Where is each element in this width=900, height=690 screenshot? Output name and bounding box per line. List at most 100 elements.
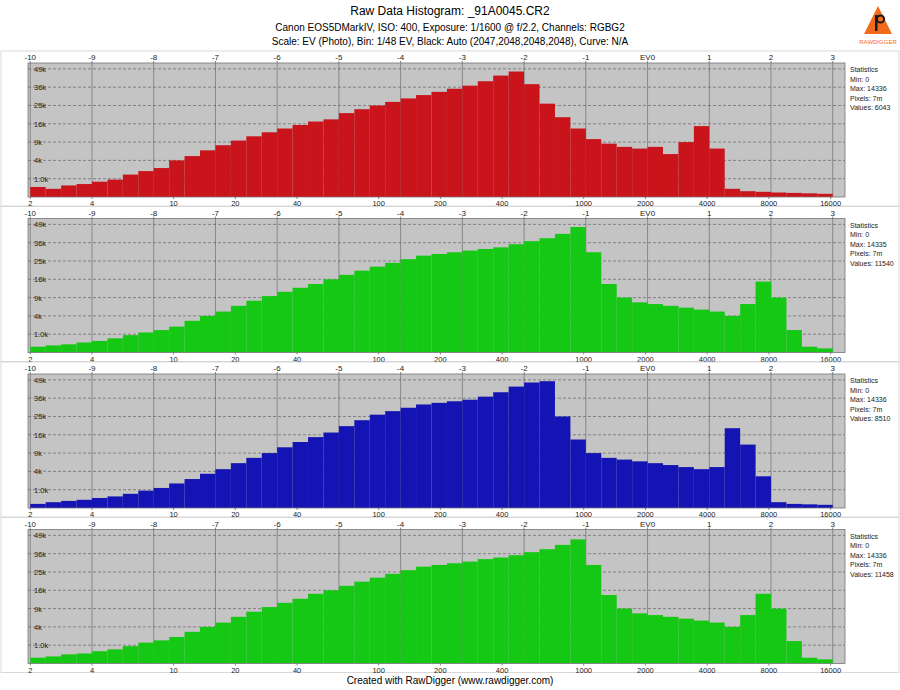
histogram-bar <box>586 252 601 352</box>
histogram-bar <box>802 347 817 353</box>
histogram-bar <box>30 658 45 664</box>
tick-label-x2: -4 <box>397 520 405 529</box>
histogram-bar <box>771 193 786 197</box>
tick-label-x2: -6 <box>274 364 282 373</box>
tick-label-x2: -8 <box>150 520 158 529</box>
tick-label-x: 200 <box>434 666 447 675</box>
bars <box>30 381 832 508</box>
tick-label-x2: 1 <box>707 520 712 529</box>
subtitle: Canon EOS5DMarkIV, ISO: 400, Exposure: 1… <box>275 22 625 33</box>
tick-label-x: 10 <box>169 666 177 675</box>
tick-label-y: 4k <box>34 623 42 632</box>
histogram-bar <box>632 149 647 197</box>
histogram-bar <box>107 180 122 197</box>
histogram-bar <box>447 89 462 197</box>
histogram-bar <box>431 403 446 508</box>
panel-frame <box>1 518 899 673</box>
histogram-bar <box>786 641 801 663</box>
histogram-bar <box>509 244 524 352</box>
histogram-bar <box>401 259 416 352</box>
tick-label-x2: -10 <box>24 364 36 373</box>
grid-line-x <box>153 374 154 508</box>
grid-line-x <box>91 374 92 508</box>
histogram-bar <box>524 383 539 508</box>
tick-label-x2: -5 <box>335 520 343 529</box>
histogram-bar <box>323 119 338 197</box>
stats-text: Max: 14335 <box>850 241 887 248</box>
histogram-bar <box>169 637 184 664</box>
histogram-bar <box>694 310 709 353</box>
tick-label-x2: 3 <box>831 364 836 373</box>
histogram-bar <box>416 95 431 197</box>
panel-frame <box>1 207 899 362</box>
tick-label-x2: -4 <box>397 53 405 62</box>
tick-label-x2: -9 <box>88 520 96 529</box>
histogram-bar <box>709 623 724 664</box>
histogram-bar <box>648 304 663 352</box>
histogram-bar <box>339 586 354 664</box>
panel-frame <box>1 51 899 206</box>
title: Raw Data Histogram: _91A0045.CR2 <box>350 4 550 18</box>
histogram-bar <box>555 117 570 197</box>
tick-label-y: 4k <box>34 156 42 165</box>
histogram-bar <box>401 408 416 508</box>
histogram-bar <box>540 381 555 508</box>
histogram-bar <box>756 476 771 508</box>
histogram-bar <box>617 460 632 508</box>
tick-label-x2: -10 <box>24 53 36 62</box>
histogram-bar <box>308 122 323 197</box>
tick-label-x: 4 <box>90 666 94 675</box>
tick-label-x2: EV0 <box>640 364 656 373</box>
tick-label-x2: -8 <box>150 209 158 218</box>
histogram-bar <box>663 306 678 353</box>
histogram-bar <box>138 171 153 197</box>
tick-label-x2: -7 <box>212 520 220 529</box>
tick-label-y: 49k <box>34 531 46 540</box>
histogram-bar <box>416 256 431 353</box>
histogram-bar <box>524 552 539 663</box>
histogram-bar <box>246 301 261 353</box>
histogram-bar <box>354 420 369 508</box>
grid-line-y <box>28 379 845 380</box>
tick-label-y: 4k <box>34 312 42 321</box>
stats-text: Pixels: 7m <box>850 250 882 257</box>
tick-label-y: 25k <box>34 568 46 577</box>
histogram-bar <box>540 549 555 663</box>
histogram-bar <box>678 467 693 508</box>
stats-text: Statistics <box>850 533 879 540</box>
grid-line-x <box>30 374 31 508</box>
histogram-bar <box>756 192 771 197</box>
histogram-bar <box>293 288 308 353</box>
histogram-bar <box>586 565 601 664</box>
tick-label-x2: -1 <box>582 53 590 62</box>
tick-label-y: 16k <box>34 586 46 595</box>
histogram-bar <box>107 649 122 663</box>
histogram-bar <box>509 555 524 663</box>
histogram-bar <box>447 401 462 508</box>
tick-label-x: 2 <box>28 666 32 675</box>
histogram-bar <box>601 144 616 197</box>
panel: -10-9-8-7-6-5-4-3-2-1EV01232410204010020… <box>1 51 899 208</box>
tick-label-x2: 2 <box>769 209 774 218</box>
histogram-bar <box>524 241 539 352</box>
stats-text: Max: 14336 <box>850 396 887 403</box>
tick-label-x2: -1 <box>582 364 590 373</box>
plot-frame <box>28 63 845 197</box>
tick-label-y: 1.0k <box>34 641 48 650</box>
tick-label-x: 40 <box>293 666 301 675</box>
bars <box>30 72 832 197</box>
histogram-bar <box>771 609 786 664</box>
tick-label-x2: EV0 <box>640 53 656 62</box>
histogram-bar <box>601 458 616 508</box>
tick-label-x2: -5 <box>335 364 343 373</box>
tick-label-x2: -6 <box>274 53 282 62</box>
grid-line-x <box>771 63 772 197</box>
tick-label-y: 36k <box>34 239 46 248</box>
tick-label-x2: -8 <box>150 364 158 373</box>
tick-label-x2: -3 <box>459 364 467 373</box>
histogram-bar <box>339 113 354 197</box>
histogram-bar <box>277 603 292 664</box>
histogram-bar <box>277 129 292 197</box>
tick-label-x2: 1 <box>707 209 712 218</box>
histogram-bar <box>323 433 338 508</box>
